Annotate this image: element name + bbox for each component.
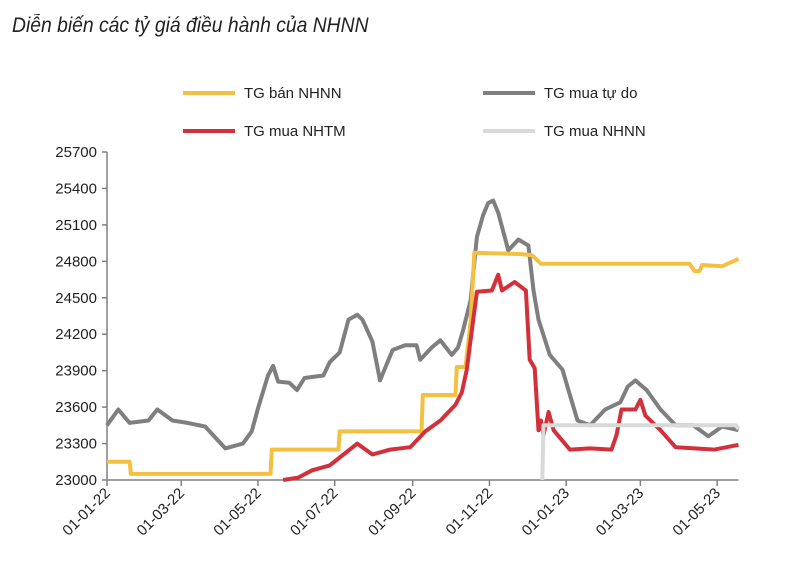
series-line-0 bbox=[107, 250, 740, 476]
x-tick-label: 01-03-22 bbox=[134, 485, 188, 539]
legend-label: TG mua NHTM bbox=[244, 123, 346, 140]
chart-title: Diễn biến các tỷ giá điều hành của NHNN bbox=[12, 14, 369, 37]
series-line-2 bbox=[282, 272, 739, 482]
x-tick-label: 01-07-22 bbox=[287, 485, 341, 539]
y-tick-label: 25400 bbox=[55, 180, 97, 197]
x-tick-label: 01-01-22 bbox=[59, 485, 113, 539]
x-tick-label: 01-01-23 bbox=[519, 485, 573, 539]
y-tick-label: 25100 bbox=[55, 217, 97, 234]
x-tick-label: 01-03-23 bbox=[593, 485, 647, 539]
series-line-3 bbox=[540, 423, 741, 481]
series-line-1 bbox=[105, 198, 739, 451]
legend-label: TG bán NHNN bbox=[244, 85, 342, 102]
y-tick-label: 24500 bbox=[55, 290, 97, 307]
y-tick-label: 23000 bbox=[55, 472, 97, 489]
x-tick-label: 01-09-22 bbox=[365, 485, 419, 539]
legend-label: TG mua NHNN bbox=[544, 123, 646, 140]
x-tick-label: 01-05-22 bbox=[210, 485, 264, 539]
y-tick-label: 23900 bbox=[55, 363, 97, 380]
y-tick-label: 23600 bbox=[55, 399, 97, 416]
legend-label: TG mua tự do bbox=[544, 85, 637, 102]
y-tick-label: 24200 bbox=[55, 326, 97, 343]
x-tick-label: 01-11-22 bbox=[443, 485, 497, 539]
y-tick-label: 25700 bbox=[55, 144, 97, 161]
y-tick-label: 24800 bbox=[55, 253, 97, 270]
y-tick-label: 23300 bbox=[55, 436, 97, 453]
x-tick-label: 01-05-23 bbox=[669, 485, 723, 539]
